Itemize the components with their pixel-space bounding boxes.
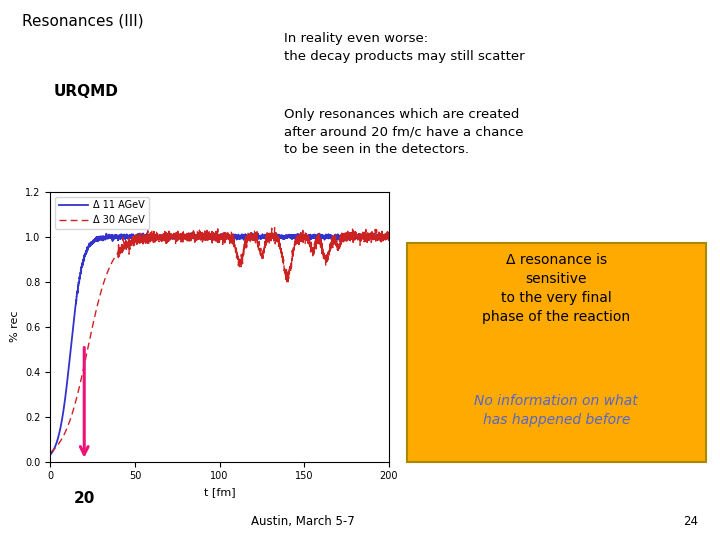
Δ 30 AGeV xyxy=(384,238,393,244)
Δ 30 AGeV xyxy=(341,237,350,243)
Δ 11 AGeV xyxy=(46,451,55,458)
Y-axis label: % rec: % rec xyxy=(10,311,19,342)
Δ 11 AGeV xyxy=(104,231,113,238)
Legend: Δ 11 AGeV, Δ 30 AGeV: Δ 11 AGeV, Δ 30 AGeV xyxy=(55,197,149,229)
Text: Resonances (III): Resonances (III) xyxy=(22,14,143,29)
Δ 30 AGeV xyxy=(378,234,387,240)
Δ 11 AGeV xyxy=(247,230,256,236)
Text: 24: 24 xyxy=(683,515,698,528)
Δ 30 AGeV xyxy=(270,225,279,231)
Text: In reality even worse:
the decay products may still scatter: In reality even worse: the decay product… xyxy=(284,32,525,63)
Text: 20: 20 xyxy=(73,491,95,507)
Text: Only resonances which are created
after around 20 fm/c have a chance
to be seen : Only resonances which are created after … xyxy=(284,108,524,156)
Δ 30 AGeV xyxy=(46,449,55,456)
Δ 11 AGeV xyxy=(176,236,184,242)
Δ 11 AGeV xyxy=(191,234,199,240)
Line: Δ 11 AGeV: Δ 11 AGeV xyxy=(50,233,389,455)
Δ 11 AGeV xyxy=(341,233,350,239)
Δ 30 AGeV xyxy=(191,237,199,244)
Text: No information on what
has happened before: No information on what has happened befo… xyxy=(474,394,638,427)
Text: Δ resonance is
sensitive
to the very final
phase of the reaction: Δ resonance is sensitive to the very fin… xyxy=(482,253,630,323)
X-axis label: t [fm]: t [fm] xyxy=(204,487,235,497)
Text: Austin, March 5-7: Austin, March 5-7 xyxy=(251,515,354,528)
Δ 11 AGeV xyxy=(378,233,387,240)
Δ 11 AGeV xyxy=(384,233,393,239)
Δ 30 AGeV xyxy=(104,265,113,272)
Δ 30 AGeV xyxy=(85,340,94,346)
Line: Δ 30 AGeV: Δ 30 AGeV xyxy=(50,228,389,453)
Δ 11 AGeV xyxy=(85,243,94,249)
Text: URQMD: URQMD xyxy=(54,84,119,99)
Δ 30 AGeV xyxy=(176,232,184,239)
